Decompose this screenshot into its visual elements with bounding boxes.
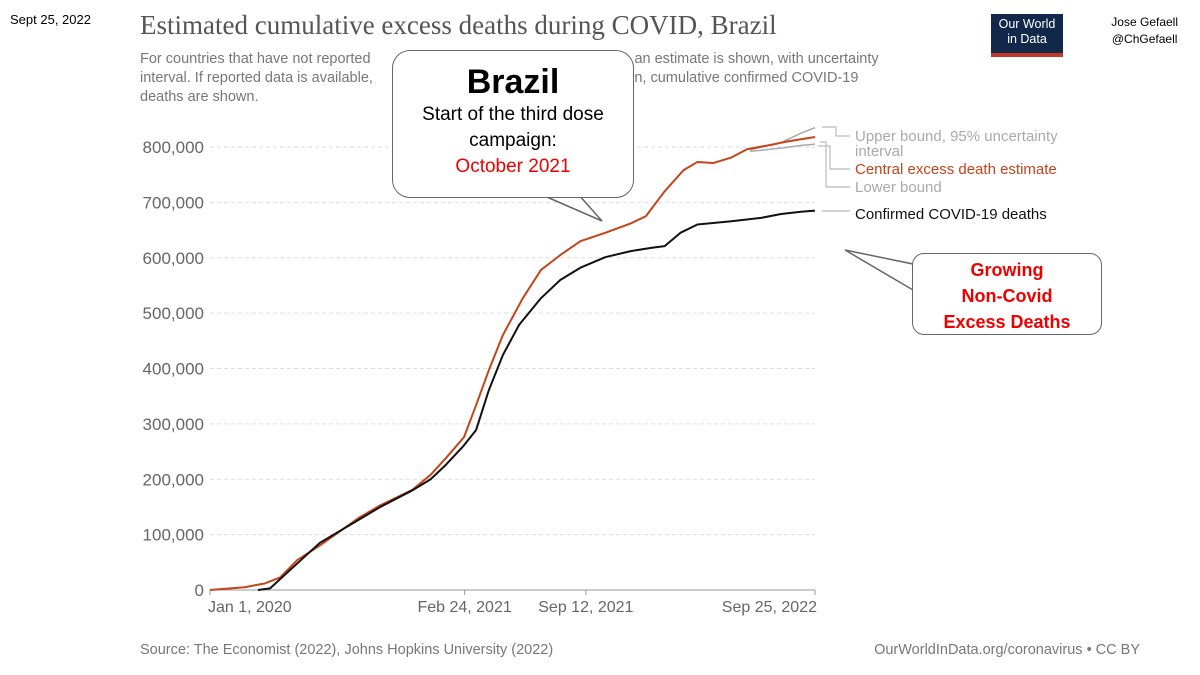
y-tick-label: 200,000	[143, 470, 204, 489]
callout-tail	[844, 249, 914, 292]
legend-label: Confirmed COVID-19 deaths	[855, 206, 1047, 223]
owid-logo[interactable]: Our World in Data	[991, 14, 1063, 57]
slide-date: Sept 25, 2022	[10, 12, 91, 27]
subtitle-line: For countries that have not reported week…	[140, 51, 879, 67]
legend-label: interval	[855, 143, 903, 160]
callout-line: Non-Covid	[961, 286, 1053, 306]
series-line-lower-bound	[750, 143, 816, 153]
y-tick-label: 100,000	[143, 526, 204, 545]
chart-subtitle: For countries that have not reported week…	[140, 50, 940, 107]
x-tick-label: Sep 25, 2022	[722, 599, 817, 616]
callout-heading: Brazil	[466, 63, 560, 101]
legend-leader	[818, 145, 850, 170]
callout-text: Start of the third dose	[422, 104, 604, 125]
series-line-central-excess-death-estimate	[209, 136, 816, 591]
y-tick-label: 500,000	[143, 304, 204, 323]
callout-tail	[539, 193, 603, 222]
legend-label: Central excess death estimate	[855, 161, 1057, 178]
callout-line: Growing	[970, 260, 1044, 280]
legend-leader	[822, 126, 850, 137]
callout-text: campaign:	[469, 130, 557, 151]
credit-link[interactable]: OurWorldInData.org/coronavirus • CC BY	[874, 642, 1140, 658]
y-tick-label: 700,000	[143, 193, 204, 212]
author-handle: @ChGefaell	[1111, 32, 1178, 46]
y-tick-label: 0	[195, 581, 204, 600]
legend-leader	[820, 141, 850, 188]
y-tick-label: 600,000	[143, 249, 204, 268]
author: Jose Gefaell @ChGefaell	[1111, 14, 1178, 48]
legend-label: Lower bound	[855, 179, 942, 196]
legend-label: Upper bound, 95% uncertainty	[855, 128, 1058, 145]
callout-line: Excess Deaths	[943, 312, 1071, 332]
series-line-confirmed-covid-19-deaths	[257, 209, 816, 591]
subtitle-line: deaths are shown.	[140, 89, 259, 105]
author-name: Jose Gefaell	[1111, 15, 1178, 29]
y-tick-label: 400,000	[143, 360, 204, 379]
x-tick-label: Feb 24, 2021	[417, 599, 511, 616]
x-tick-label: Jan 1, 2020	[208, 599, 292, 616]
source-note: Source: The Economist (2022), Johns Hopk…	[140, 642, 554, 658]
y-tick-label: 300,000	[143, 415, 204, 434]
callout-third-dose: Brazil Start of the third dose campaign:…	[392, 50, 634, 198]
y-tick-label: 800,000	[143, 138, 204, 157]
callout-highlight: October 2021	[455, 156, 571, 177]
callout-non-covid: Growing Non-Covid Excess Deaths	[912, 253, 1102, 335]
subtitle-line: interval. If reported data is available,…	[140, 70, 859, 86]
x-tick-label: Sep 12, 2021	[538, 599, 633, 616]
chart-title: Estimated cumulative excess deaths durin…	[140, 10, 777, 40]
